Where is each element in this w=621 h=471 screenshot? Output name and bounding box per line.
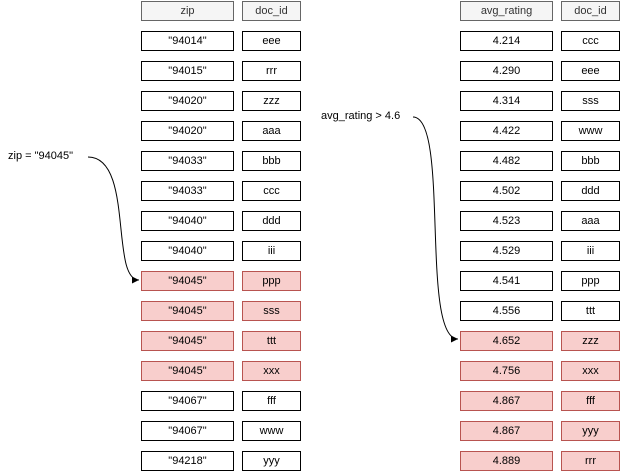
rating-index-doc-id-cell: ttt bbox=[561, 301, 620, 321]
rating-index-doc-id-cell: www bbox=[561, 121, 620, 141]
zip-index-doc-id-cell: aaa bbox=[242, 121, 301, 141]
zip-index-doc-id-cell: iii bbox=[242, 241, 301, 261]
left-doc-id-column-header: doc_id bbox=[242, 1, 301, 21]
avg-rating-column-header: avg_rating bbox=[460, 1, 553, 21]
zip-index-zip-cell: "94045" bbox=[141, 361, 234, 381]
zip-index-zip-cell: "94045" bbox=[141, 271, 234, 291]
rating-index-avg-rating-cell: 4.314 bbox=[460, 91, 553, 111]
zip-index-zip-cell: "94040" bbox=[141, 211, 234, 231]
rating-index-doc-id-cell: iii bbox=[561, 241, 620, 261]
zip-index-zip-cell: "94020" bbox=[141, 91, 234, 111]
zip-index-zip-cell: "94033" bbox=[141, 151, 234, 171]
zip-index-doc-id-cell: bbb bbox=[242, 151, 301, 171]
zip-index-doc-id-cell: yyy bbox=[242, 451, 301, 471]
rating-index-doc-id-cell: sss bbox=[561, 91, 620, 111]
zip-filter-label: zip = "94045" bbox=[8, 150, 73, 162]
zip-index-doc-id-cell: zzz bbox=[242, 91, 301, 111]
rating-index-doc-id-cell: zzz bbox=[561, 331, 620, 351]
zip-index-zip-cell: "94045" bbox=[141, 301, 234, 321]
rating-index-avg-rating-cell: 4.652 bbox=[460, 331, 553, 351]
rating-index-doc-id-cell: eee bbox=[561, 61, 620, 81]
zip-filter-arrow bbox=[87, 156, 140, 284]
zip-index-doc-id-cell: www bbox=[242, 421, 301, 441]
zip-index-doc-id-cell: fff bbox=[242, 391, 301, 411]
zip-column-header: zip bbox=[141, 1, 234, 21]
rating-index-avg-rating-cell: 4.556 bbox=[460, 301, 553, 321]
zip-index-zip-cell: "94045" bbox=[141, 331, 234, 351]
zip-index-zip-cell: "94020" bbox=[141, 121, 234, 141]
rating-index-doc-id-cell: ddd bbox=[561, 181, 620, 201]
zip-index-doc-id-cell: ttt bbox=[242, 331, 301, 351]
right-doc-id-column-header: doc_id bbox=[561, 1, 620, 21]
zip-index-zip-cell: "94067" bbox=[141, 421, 234, 441]
rating-index-doc-id-cell: ccc bbox=[561, 31, 620, 51]
rating-filter-label: avg_rating > 4.6 bbox=[321, 110, 401, 122]
rating-filter-arrow bbox=[412, 116, 459, 343]
zip-index-doc-id-cell: xxx bbox=[242, 361, 301, 381]
zip-index-doc-id-cell: ppp bbox=[242, 271, 301, 291]
rating-index-avg-rating-cell: 4.756 bbox=[460, 361, 553, 381]
rating-index-avg-rating-cell: 4.290 bbox=[460, 61, 553, 81]
rating-index-doc-id-cell: bbb bbox=[561, 151, 620, 171]
zip-index-zip-cell: "94015" bbox=[141, 61, 234, 81]
zip-index-doc-id-cell: eee bbox=[242, 31, 301, 51]
rating-index-doc-id-cell: aaa bbox=[561, 211, 620, 231]
rating-index-avg-rating-cell: 4.523 bbox=[460, 211, 553, 231]
rating-index-avg-rating-cell: 4.867 bbox=[460, 421, 553, 441]
rating-index-avg-rating-cell: 4.541 bbox=[460, 271, 553, 291]
rating-index-doc-id-cell: ppp bbox=[561, 271, 620, 291]
rating-index-doc-id-cell: fff bbox=[561, 391, 620, 411]
zip-index-doc-id-cell: sss bbox=[242, 301, 301, 321]
zip-index-doc-id-cell: ccc bbox=[242, 181, 301, 201]
rating-index-avg-rating-cell: 4.502 bbox=[460, 181, 553, 201]
rating-index-avg-rating-cell: 4.422 bbox=[460, 121, 553, 141]
rating-index-avg-rating-cell: 4.529 bbox=[460, 241, 553, 261]
zip-index-zip-cell: "94067" bbox=[141, 391, 234, 411]
zip-index-zip-cell: "94014" bbox=[141, 31, 234, 51]
rating-index-doc-id-cell: yyy bbox=[561, 421, 620, 441]
rating-index-avg-rating-cell: 4.482 bbox=[460, 151, 553, 171]
rating-index-avg-rating-cell: 4.214 bbox=[460, 31, 553, 51]
rating-index-doc-id-cell: xxx bbox=[561, 361, 620, 381]
zip-index-zip-cell: "94218" bbox=[141, 451, 234, 471]
zip-index-zip-cell: "94040" bbox=[141, 241, 234, 261]
zip-index-zip-cell: "94033" bbox=[141, 181, 234, 201]
zip-index-doc-id-cell: rrr bbox=[242, 61, 301, 81]
rating-index-avg-rating-cell: 4.867 bbox=[460, 391, 553, 411]
zip-index-doc-id-cell: ddd bbox=[242, 211, 301, 231]
